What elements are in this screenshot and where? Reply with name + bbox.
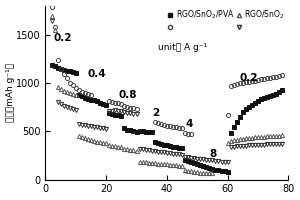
Text: 0.2: 0.2 xyxy=(53,33,71,43)
Text: 0.2: 0.2 xyxy=(240,73,258,83)
Y-axis label: 容量（mAh g⁻¹）: 容量（mAh g⁻¹） xyxy=(6,63,15,122)
Legend: RGO/SnO$_2$/PVA, , RGO/SnO$_2$, : RGO/SnO$_2$/PVA, , RGO/SnO$_2$, xyxy=(165,6,287,34)
Text: 2: 2 xyxy=(152,108,159,118)
Text: unit： A g⁻¹: unit： A g⁻¹ xyxy=(158,43,207,52)
Text: 0.8: 0.8 xyxy=(118,90,137,100)
Text: 4: 4 xyxy=(185,119,193,129)
Text: 8: 8 xyxy=(209,149,217,159)
Text: 0.4: 0.4 xyxy=(88,69,106,79)
